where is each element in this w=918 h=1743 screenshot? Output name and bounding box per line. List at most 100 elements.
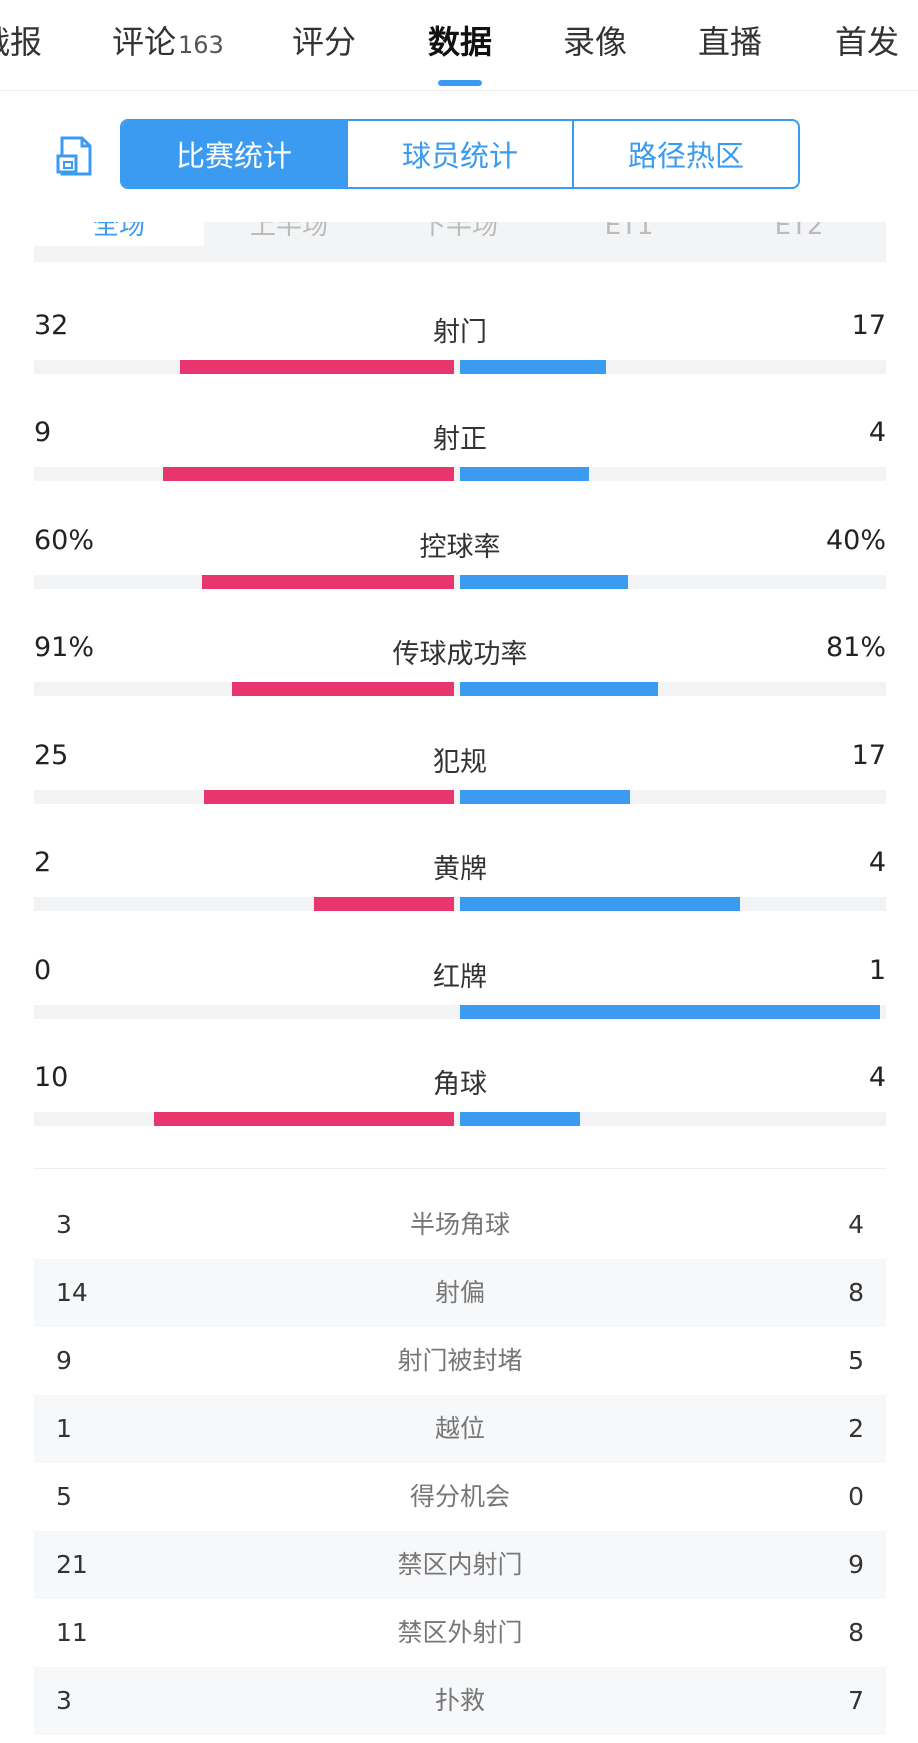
stat-home-bar — [204, 790, 454, 804]
stat-label: 犯规 — [433, 747, 487, 778]
tab-lineup[interactable]: 首发 — [835, 18, 899, 66]
table-away-value: 0 — [848, 1482, 864, 1511]
stat-away-bar — [460, 897, 740, 911]
table-row: 11 禁区外射门 8 — [34, 1599, 886, 1667]
stat-label: 控球率 — [419, 532, 501, 563]
stat-label: 射门 — [433, 317, 487, 348]
table-away-value: 9 — [848, 1550, 864, 1579]
stat-row-red-cards: 0 红牌 1 — [34, 955, 886, 1045]
stat-row-shots-on-target: 9 射正 4 — [34, 417, 886, 507]
tab-comments-label: 评论 — [112, 23, 177, 61]
stat-home-value: 91% — [34, 632, 95, 663]
stat-row-corners: 10 角球 4 — [34, 1062, 886, 1152]
tab-comments[interactable]: 评论163 — [112, 18, 224, 69]
table-row: 3 扑救 7 — [34, 1667, 886, 1735]
period-tab-full[interactable]: 全场 — [34, 222, 204, 246]
stat-row-yellow-cards: 2 黄牌 4 — [34, 847, 886, 937]
table-home-value: 1 — [56, 1414, 72, 1443]
stat-home-bar — [163, 467, 454, 481]
table-home-value: 3 — [56, 1686, 72, 1715]
section-divider — [34, 1168, 886, 1169]
stat-away-bar — [460, 790, 630, 804]
table-home-value: 9 — [56, 1346, 72, 1375]
stat-away-bar — [460, 575, 628, 589]
stat-away-value: 17 — [851, 310, 886, 341]
stat-label: 角球 — [433, 1069, 487, 1100]
period-tab-et1[interactable]: ET1 — [604, 222, 654, 241]
table-away-value: 8 — [848, 1618, 864, 1647]
table-label: 得分机会 — [409, 1482, 510, 1511]
stat-home-value: 2 — [34, 847, 52, 878]
period-tab-first-half[interactable]: 上半场 — [249, 222, 328, 241]
stat-home-value: 0 — [34, 955, 52, 986]
stat-away-bar — [460, 682, 658, 696]
table-label: 禁区外射门 — [397, 1618, 523, 1647]
table-home-value: 5 — [56, 1482, 72, 1511]
active-tab-indicator — [438, 80, 482, 86]
period-tabs: 全场 上半场 下半场 ET1 ET2 — [34, 222, 886, 262]
stat-away-bar — [460, 1112, 580, 1126]
stat-row-pass-accuracy: 91% 传球成功率 81% — [34, 632, 886, 722]
tab-data[interactable]: 数据 — [428, 18, 492, 66]
table-row: 21 禁区内射门 9 — [34, 1531, 886, 1599]
table-label: 半场角球 — [409, 1210, 510, 1239]
tab-ratings[interactable]: 评分 — [292, 18, 356, 66]
table-home-value: 21 — [56, 1550, 88, 1579]
stat-label: 黄牌 — [433, 854, 487, 885]
tab-lineup-label: 首发 — [835, 23, 900, 61]
table-away-value: 5 — [848, 1346, 864, 1375]
tab-report-label: 战报 — [0, 23, 43, 61]
period-tab-et2[interactable]: ET2 — [774, 222, 824, 241]
stat-row-shots: 32 射门 17 — [34, 310, 886, 400]
tab-report[interactable]: 战报 — [0, 18, 42, 66]
table-label: 禁区内射门 — [397, 1550, 523, 1579]
stat-home-value: 9 — [34, 417, 52, 448]
stat-home-bar — [180, 360, 454, 374]
comment-count: 163 — [178, 31, 224, 59]
table-label: 射门被封堵 — [397, 1346, 523, 1375]
segment-match-stats[interactable]: 比赛统计 — [122, 121, 348, 187]
table-away-value: 4 — [848, 1210, 864, 1239]
segment-player-stats[interactable]: 球员统计 — [348, 121, 574, 187]
stat-home-value: 32 — [34, 310, 69, 341]
stat-away-value: 40% — [825, 525, 886, 556]
stat-away-bar — [460, 467, 589, 481]
stat-home-bar — [202, 575, 454, 589]
stat-away-value: 4 — [868, 847, 886, 878]
table-label: 扑救 — [434, 1686, 485, 1715]
tab-replay[interactable]: 录像 — [563, 18, 627, 66]
stat-row-fouls: 25 犯规 17 — [34, 740, 886, 830]
top-tab-bar: 战报 评论163 评分 数据 录像 直播 首发 — [0, 0, 918, 91]
tab-data-label: 数据 — [428, 23, 493, 61]
table-home-value: 11 — [56, 1618, 88, 1647]
stat-home-bar — [154, 1112, 454, 1126]
tab-ratings-label: 评分 — [292, 23, 357, 61]
stat-label: 传球成功率 — [392, 639, 528, 670]
stat-home-value: 10 — [34, 1062, 69, 1093]
stat-away-value: 81% — [825, 632, 886, 663]
tab-live[interactable]: 直播 — [698, 18, 762, 66]
table-row: 3 半场角球 4 — [34, 1191, 886, 1259]
table-home-value: 14 — [56, 1278, 88, 1307]
table-label: 射偏 — [434, 1278, 485, 1307]
stat-away-value: 4 — [868, 1062, 886, 1093]
stat-home-value: 25 — [34, 740, 69, 771]
table-home-value: 3 — [56, 1210, 72, 1239]
segment-heat-zones[interactable]: 路径热区 — [627, 139, 744, 173]
stat-row-possession: 60% 控球率 40% — [34, 525, 886, 615]
table-row: 14 射偏 8 — [34, 1259, 886, 1327]
stat-home-value: 60% — [34, 525, 95, 556]
stat-away-value: 17 — [851, 740, 886, 771]
stat-away-bar — [460, 360, 606, 374]
document-icon[interactable] — [54, 134, 98, 178]
table-away-value: 7 — [848, 1686, 864, 1715]
stat-home-bar — [232, 682, 454, 696]
stat-away-value: 1 — [868, 955, 886, 986]
period-tab-second-half[interactable]: 下半场 — [419, 222, 498, 241]
table-row: 5 得分机会 0 — [34, 1463, 886, 1531]
stat-away-bar — [460, 1005, 880, 1019]
table-row: 9 射门被封堵 5 — [34, 1327, 886, 1395]
tab-replay-label: 录像 — [563, 23, 628, 61]
stat-label: 红牌 — [433, 962, 487, 993]
tab-live-label: 直播 — [698, 23, 763, 61]
